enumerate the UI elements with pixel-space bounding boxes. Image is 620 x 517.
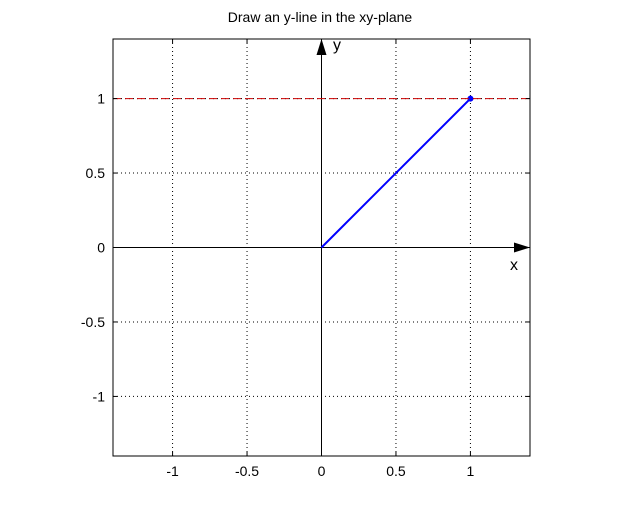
y-tick-label: 0 [97, 240, 105, 256]
y-tick-label: 1 [97, 91, 105, 107]
x-tick-label: 1 [467, 463, 475, 479]
vector-line [320, 97, 472, 249]
x-tick-label: -0.5 [235, 463, 259, 479]
x-axis-label: x [510, 257, 518, 274]
chart-title: Draw an y-line in the xy-plane [228, 9, 413, 25]
x-tick-label: 0.5 [386, 463, 406, 479]
y-tick-label: -0.5 [81, 314, 105, 330]
tick-labels: -1 -0.5 0 0.5 1 -1 -0.5 0 0.5 1 [81, 39, 530, 479]
x-tick-label: 0 [318, 463, 326, 479]
plot-frame [112, 38, 531, 457]
x-axis-arrowhead [514, 242, 530, 253]
x-tick-label: -1 [166, 463, 179, 479]
axis-lines [113, 39, 530, 456]
y-tick-label: 0.5 [86, 165, 106, 181]
y-axis-label: y [333, 37, 341, 54]
vector-end-marker [467, 95, 474, 102]
data-series [113, 95, 530, 249]
y-tick-label: -1 [93, 388, 106, 404]
y-axis-arrowhead [316, 39, 327, 55]
